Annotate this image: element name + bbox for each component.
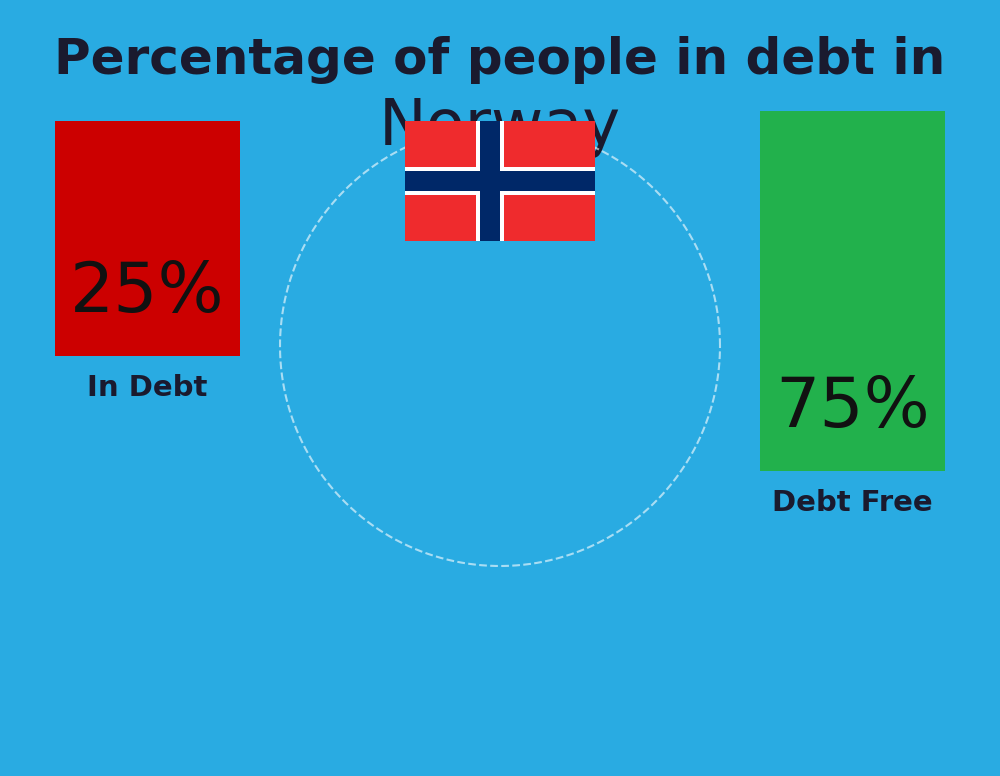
Bar bbox=[480, 121, 500, 241]
Bar bbox=[476, 121, 504, 241]
Bar bbox=[405, 121, 595, 241]
Bar bbox=[405, 167, 595, 195]
Text: Debt Free: Debt Free bbox=[772, 489, 933, 517]
Bar bbox=[760, 111, 945, 471]
Bar bbox=[405, 171, 595, 191]
Polygon shape bbox=[280, 126, 720, 566]
Text: In Debt: In Debt bbox=[87, 374, 208, 402]
Text: Percentage of people in debt in: Percentage of people in debt in bbox=[54, 36, 946, 84]
Text: 25%: 25% bbox=[70, 259, 225, 326]
Text: 75%: 75% bbox=[775, 374, 930, 441]
Bar bbox=[55, 121, 240, 356]
Text: Norway: Norway bbox=[379, 96, 621, 158]
